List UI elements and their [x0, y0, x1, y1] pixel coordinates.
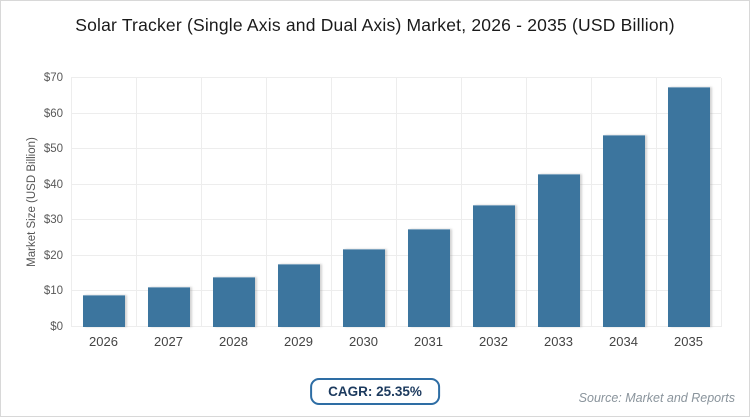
x-tick-label: 2033 [544, 334, 573, 349]
bar-2034 [602, 135, 645, 327]
gridline-vertical [71, 78, 72, 327]
bar-slot [461, 78, 526, 327]
bar-2033 [537, 173, 580, 327]
x-tick-label: 2031 [414, 334, 443, 349]
bar-slot [656, 78, 721, 327]
y-tick-label: $70 [43, 72, 63, 84]
bar-slot [136, 78, 201, 327]
x-axis-tick-labels: 2026 2027 2028 2029 2030 2031 2032 2033 2034 2035 [71, 334, 721, 349]
y-tick-label: $20 [43, 249, 63, 262]
gridline-vertical [136, 78, 137, 327]
bar-2031 [407, 229, 450, 327]
bar-slot [201, 78, 266, 327]
bar-slot [331, 78, 396, 327]
y-tick-label: $30 [43, 214, 63, 227]
gridline-vertical [526, 78, 527, 327]
gridline-horizontal [71, 77, 721, 78]
gridline-vertical [266, 78, 267, 327]
bar-slot [526, 78, 591, 327]
x-tick-label: 2028 [219, 334, 248, 349]
gridline-vertical [461, 78, 462, 327]
x-tick-label: 2030 [349, 334, 378, 349]
bar-slot [266, 78, 331, 327]
gridline-vertical [656, 78, 657, 327]
bar-2030 [342, 248, 385, 327]
bar-2029 [277, 264, 320, 327]
y-tick-label: $60 [43, 107, 63, 120]
x-tick-label: 2027 [154, 334, 183, 349]
x-tick-label: 2026 [89, 334, 118, 349]
chart-title: Solar Tracker (Single Axis and Dual Axis… [75, 15, 675, 35]
x-tick-label: 2034 [609, 334, 638, 349]
gridline-vertical [396, 78, 397, 327]
y-tick-label: $50 [43, 143, 63, 156]
gridline-vertical [331, 78, 332, 327]
bar-slot [396, 78, 461, 327]
y-tick-label: $40 [43, 178, 63, 191]
x-tick-label: 2029 [284, 334, 313, 349]
bar-2032 [472, 204, 515, 327]
x-tick-label: 2035 [674, 334, 703, 349]
source-note: Source: Market and Reports [578, 391, 735, 405]
gridline-vertical [721, 78, 722, 327]
bar-slot [71, 78, 136, 327]
bar-2028 [212, 276, 255, 327]
bar-series [71, 78, 721, 327]
bar-2035 [667, 86, 710, 327]
bar-2026 [82, 294, 125, 327]
bar-slot [591, 78, 656, 327]
y-axis-tick-labels: $0 $10 $20 $30 $40 $50 $60 $70 [1, 72, 63, 333]
y-tick-label: $10 [43, 285, 63, 298]
x-tick-label: 2032 [479, 334, 508, 349]
cagr-badge: CAGR: 25.35% [310, 378, 440, 405]
gridline-vertical [201, 78, 202, 327]
y-tick-label: $0 [50, 321, 63, 333]
gridline-vertical [591, 78, 592, 327]
bar-2027 [147, 286, 190, 327]
plot-area [71, 77, 722, 327]
